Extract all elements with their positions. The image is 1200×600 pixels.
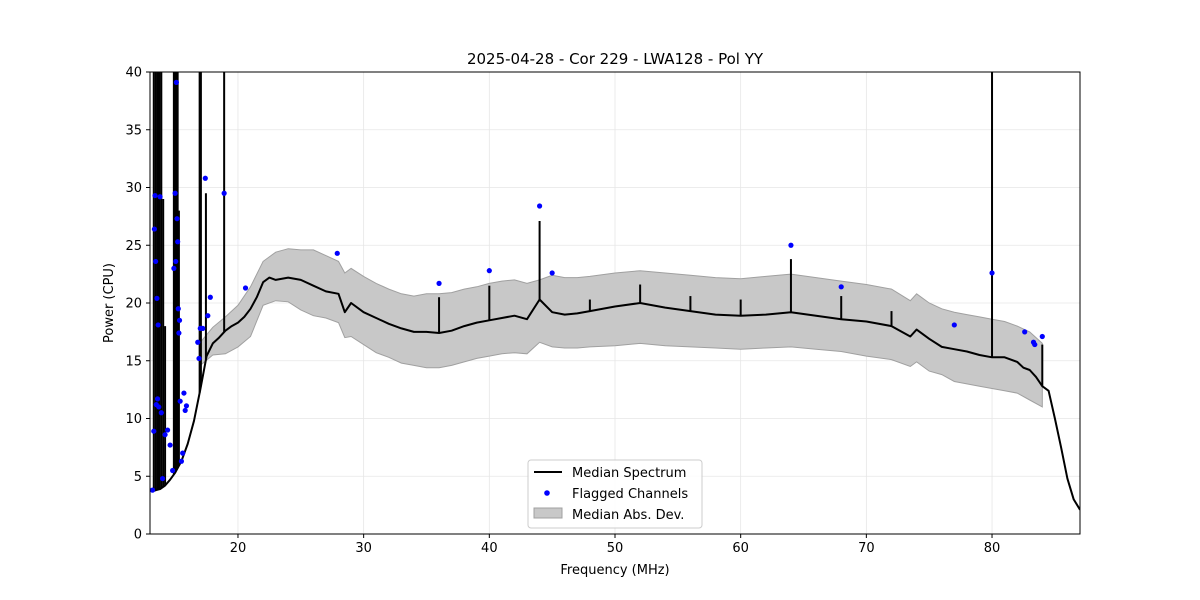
y-tick-label: 0 [134, 528, 142, 543]
flagged-channel-point [178, 458, 185, 464]
flagged-channel-point [156, 404, 162, 410]
flagged-channel-point [536, 203, 543, 209]
x-tick-label: 50 [607, 541, 624, 556]
chart-title: 2025-04-28 - Cor 229 - LWA128 - Pol YY [467, 50, 764, 68]
flagged-channel-point [951, 322, 957, 328]
legend-label-mad: Median Abs. Dev. [572, 508, 684, 523]
flagged-channel-point [549, 270, 555, 276]
flagged-channel-point [173, 258, 179, 265]
flagged-channel-point [183, 403, 190, 409]
flagged-channel-point [152, 192, 158, 199]
flagged-channel-point [162, 432, 168, 438]
flagged-channel-point [167, 442, 173, 448]
flagged-channel-point [177, 398, 183, 404]
flagged-channel-point [158, 410, 164, 416]
legend-dot-swatch [544, 490, 550, 496]
y-tick-label: 15 [125, 354, 142, 369]
flagged-channel-point [154, 295, 160, 301]
flagged-channel-point [151, 428, 157, 434]
flagged-channel-point [1039, 333, 1045, 340]
median-spectrum-line [152, 276, 1080, 511]
flagged-channel-point [486, 268, 492, 274]
y-tick-label: 25 [125, 239, 142, 254]
flagged-channel-point [151, 226, 157, 232]
flagged-channel-point [176, 317, 183, 323]
y-tick-label: 20 [125, 297, 142, 312]
flagged-channel-point [182, 407, 188, 414]
flagged-channel-point [196, 355, 202, 362]
x-axis-label: Frequency (MHz) [560, 563, 669, 578]
x-tick-label: 80 [984, 541, 1001, 556]
y-tick-label: 5 [134, 470, 142, 485]
flagged-channel-point [176, 330, 182, 336]
flagged-channel-point [154, 396, 161, 402]
y-tick-label: 40 [125, 66, 142, 81]
legend-label-median: Median Spectrum [572, 466, 686, 481]
flagged-channel-point [175, 239, 181, 245]
legend-band-swatch [533, 507, 563, 519]
flagged-channel-point [181, 390, 187, 396]
flagged-channel-point [221, 190, 227, 196]
flagged-channel-point [153, 258, 159, 265]
flagged-channel-point [838, 284, 844, 290]
y-tick-label: 35 [125, 123, 142, 138]
x-tick-label: 70 [858, 541, 875, 556]
y-tick-label: 30 [125, 181, 142, 196]
flagged-channel-point [205, 313, 211, 319]
flagged-channel-point [1022, 329, 1028, 335]
flagged-channel-point [180, 450, 186, 456]
legend-label-flagged: Flagged Channels [572, 487, 688, 502]
flagged-channel-point [788, 242, 794, 248]
ticks: 20 30 40 50 60 70 80 0 5 10 15 20 25 30 35 40 [125, 66, 1000, 557]
flagged-channel-point [989, 270, 995, 276]
flagged-channel-point [334, 250, 340, 256]
y-tick-label: 10 [125, 412, 142, 427]
mad-band [199, 248, 1043, 408]
flagged-channel-point [172, 190, 178, 196]
flagged-channel-point [436, 280, 442, 286]
flagged-channel-point [207, 294, 213, 300]
x-tick-label: 30 [355, 541, 372, 556]
flagged-channel-point [164, 427, 171, 433]
legend: Median Spectrum Flagged Channels Median … [527, 459, 703, 529]
x-tick-label: 20 [230, 541, 247, 556]
flagged-channel-point [242, 285, 249, 291]
flagged-channel-point [200, 325, 206, 332]
flagged-channel-point [157, 194, 163, 200]
x-tick-label: 60 [732, 541, 749, 556]
flagged-channel-point [1032, 341, 1038, 348]
flagged-channel-point [195, 339, 201, 345]
flagged-channel-point [171, 265, 177, 271]
flagged-channel-point [174, 216, 180, 222]
flagged-channel-point [202, 175, 208, 181]
flagged-channel-point [173, 79, 179, 85]
flagged-channel-point [159, 475, 166, 482]
flagged-channel-point [170, 467, 176, 474]
flagged-channel-point [150, 487, 156, 493]
plot-area [150, 72, 1080, 511]
legend-box [527, 459, 703, 529]
y-axis-label: Power (CPU) [102, 263, 117, 343]
flagged-channel-point [155, 322, 161, 328]
flagged-channel-point [175, 306, 181, 312]
x-tick-label: 40 [481, 541, 498, 556]
